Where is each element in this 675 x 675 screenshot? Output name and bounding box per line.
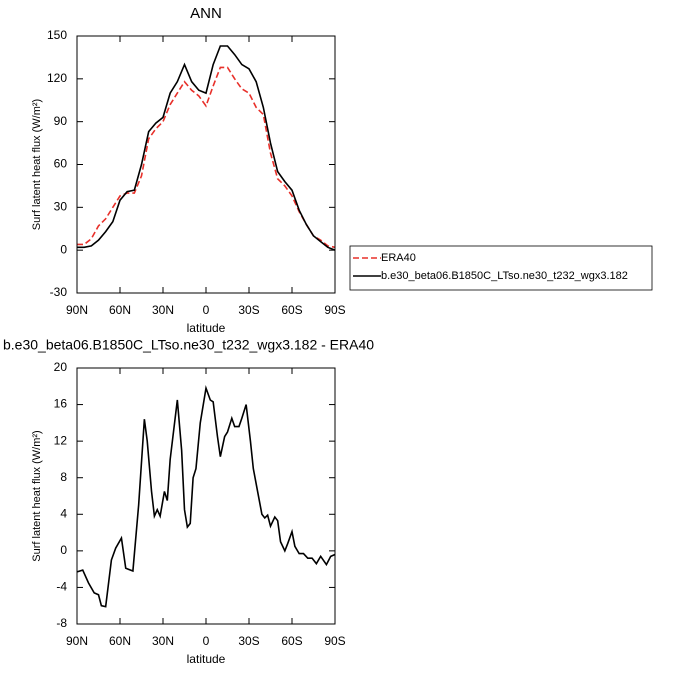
- y-tick-label: 120: [47, 71, 67, 85]
- data-line: [77, 45, 336, 251]
- x-tick-label: 60S: [281, 303, 302, 317]
- y-tick-label: 0: [60, 242, 67, 256]
- legend-label: ERA40: [381, 252, 416, 264]
- y-tick-label: 0: [60, 543, 67, 557]
- y-tick-label: -8: [56, 616, 67, 630]
- x-tick-label: 0: [203, 634, 210, 648]
- y-tick-label: 60: [54, 157, 68, 171]
- x-tick-label: 0: [203, 303, 210, 317]
- y-tick-label: 8: [60, 470, 67, 484]
- x-axis-label: latitude: [187, 321, 226, 335]
- y-tick-label: -4: [56, 580, 67, 594]
- x-tick-label: 30S: [238, 303, 259, 317]
- x-axis-label: latitude: [187, 652, 226, 666]
- y-tick-label: 30: [54, 200, 68, 214]
- legend-box: [349, 245, 653, 291]
- x-tick-label: 30S: [238, 634, 259, 648]
- x-tick-label: 90N: [66, 303, 88, 317]
- x-tick-label: 90S: [324, 634, 345, 648]
- y-tick-label: -30: [50, 285, 68, 299]
- plot-frame: [76, 367, 336, 625]
- x-tick-label: 30N: [152, 634, 174, 648]
- y-tick-label: 20: [54, 360, 68, 374]
- chart-title: b.e30_beta06.B1850C_LTso.ne30_t232_wgx3.…: [3, 337, 374, 353]
- y-tick-label: 90: [54, 114, 68, 128]
- y-tick-label: 4: [60, 506, 67, 520]
- data-line: [76, 384, 336, 608]
- y-axis-label: Surf latent heat flux (W/m²): [31, 99, 43, 230]
- x-tick-label: 90N: [66, 634, 88, 648]
- y-tick-label: 12: [54, 433, 68, 447]
- x-tick-label: 30N: [152, 303, 174, 317]
- y-tick-label: 150: [47, 28, 67, 42]
- data-line: [77, 66, 336, 249]
- x-tick-label: 90S: [324, 303, 345, 317]
- plot-frame: [76, 35, 336, 294]
- chart-title: ANN: [190, 5, 222, 22]
- x-tick-label: 60N: [109, 634, 131, 648]
- legend-label: b.e30_beta06.B1850C_LTso.ne30_t232_wgx3.…: [381, 270, 628, 282]
- y-axis-label: Surf latent heat flux (W/m²): [31, 430, 43, 561]
- x-tick-label: 60S: [281, 634, 302, 648]
- y-tick-label: 16: [54, 397, 68, 411]
- x-tick-label: 60N: [109, 303, 131, 317]
